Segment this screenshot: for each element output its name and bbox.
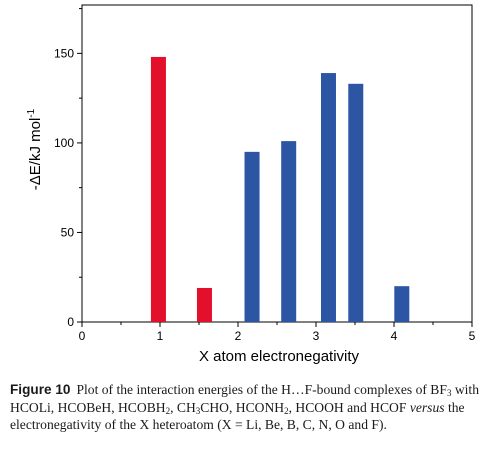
- y-tick-label-0: 0: [67, 315, 74, 329]
- figure-caption: Figure 10 Plot of the interaction energie…: [10, 381, 492, 434]
- caption-fragment: the electronegativity of the X heteroato…: [10, 399, 465, 433]
- y-tick-label-50: 50: [61, 225, 75, 239]
- bar-2: [244, 151, 260, 322]
- bar-6: [394, 286, 410, 322]
- y-axis-title-main: -ΔE/kJ mol: [27, 118, 44, 191]
- caption-fragment: 2: [165, 405, 171, 416]
- y-axis: 0 50 100 150: [54, 8, 82, 329]
- x-tick-label-0: 0: [79, 329, 86, 343]
- y-axis-title: -ΔE/kJ mol-1: [26, 108, 44, 190]
- figure-caption-text: Plot of the interaction energies of the …: [10, 382, 479, 432]
- x-tick-label-3: 3: [313, 329, 320, 343]
- x-axis-title: X atom electronegativity: [199, 348, 360, 365]
- x-tick-label-1: 1: [157, 329, 164, 343]
- bar-1: [196, 287, 212, 322]
- caption-fragment: 3: [446, 388, 452, 398]
- x-tick-label-5: 5: [469, 329, 476, 343]
- bar-chart: 0 1 2 3 4 5 0 50 100 150 X atom electronegativit…: [26, 4, 476, 365]
- bar-0: [150, 56, 166, 322]
- caption-fragment: versus: [409, 399, 445, 415]
- caption-fragment: 2: [284, 405, 289, 416]
- plot-frame: [81, 4, 473, 323]
- bar-3: [281, 141, 297, 322]
- bar-4: [320, 73, 336, 323]
- y-axis-title-superscript: -1: [26, 108, 37, 117]
- figure-label: Figure 10: [10, 382, 71, 397]
- caption-fragment: 3: [195, 405, 201, 416]
- x-axis: 0 1 2 3 4 5: [79, 322, 476, 343]
- plot-border: [81, 4, 473, 323]
- caption-fragment: Plot of the interaction energies of the …: [76, 382, 447, 397]
- caption-fragment: , HCOOH and HCOF: [288, 399, 410, 415]
- bars-group: [150, 56, 410, 323]
- caption-fragment: , CH: [170, 399, 196, 415]
- x-tick-label-4: 4: [391, 329, 398, 343]
- caption-fragment: with HCOLi, HCOBeH, HCOBH: [10, 382, 480, 415]
- caption-fragment: CHO, HCONH: [200, 399, 285, 415]
- y-tick-label-150: 150: [54, 46, 74, 60]
- x-tick-label-2: 2: [235, 329, 242, 343]
- y-tick-label-100: 100: [54, 136, 74, 150]
- bar-5: [348, 83, 364, 322]
